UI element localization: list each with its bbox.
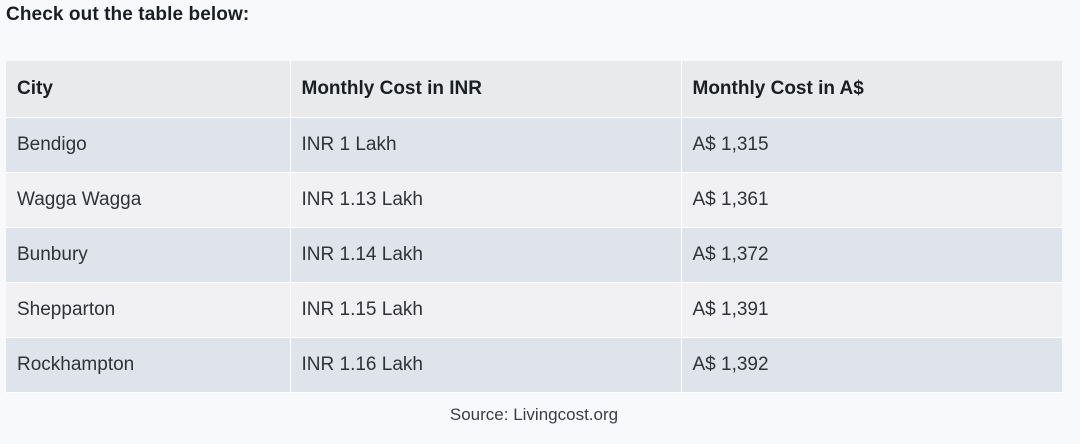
column-header-inr: Monthly Cost in INR — [290, 61, 682, 118]
table-row: Shepparton INR 1.15 Lakh A$ 1,391 — [6, 282, 1062, 338]
cell-aud: A$ 1,361 — [681, 172, 1062, 228]
cell-aud: A$ 1,392 — [681, 337, 1062, 393]
cell-inr: INR 1.14 Lakh — [290, 227, 682, 283]
table-header-row: City Monthly Cost in INR Monthly Cost in… — [6, 61, 1062, 118]
cell-aud: A$ 1,372 — [681, 227, 1062, 283]
column-header-aud: Monthly Cost in A$ — [681, 61, 1062, 118]
table-row: Bendigo INR 1 Lakh A$ 1,315 — [6, 117, 1062, 173]
table-row: Wagga Wagga INR 1.13 Lakh A$ 1,361 — [6, 172, 1062, 228]
section-heading: Check out the table below: — [6, 4, 250, 25]
cell-city: Wagga Wagga — [6, 172, 291, 228]
cell-inr: INR 1.16 Lakh — [290, 337, 682, 393]
cell-city: Bunbury — [6, 227, 291, 283]
source-caption: Source: Livingcost.org — [449, 405, 619, 424]
cell-inr: INR 1.15 Lakh — [290, 282, 682, 338]
cell-inr: INR 1 Lakh — [290, 117, 682, 173]
cell-city: Bendigo — [6, 117, 291, 173]
cell-city: Shepparton — [6, 282, 291, 338]
column-header-city: City — [6, 61, 291, 118]
table-row: Bunbury INR 1.14 Lakh A$ 1,372 — [6, 227, 1062, 283]
table-row: Rockhampton INR 1.16 Lakh A$ 1,392 — [6, 337, 1062, 393]
cell-aud: A$ 1,391 — [681, 282, 1062, 338]
cost-table: City Monthly Cost in INR Monthly Cost in… — [6, 61, 1062, 393]
cell-aud: A$ 1,315 — [681, 117, 1062, 173]
cell-city: Rockhampton — [6, 337, 291, 393]
cell-inr: INR 1.13 Lakh — [290, 172, 682, 228]
